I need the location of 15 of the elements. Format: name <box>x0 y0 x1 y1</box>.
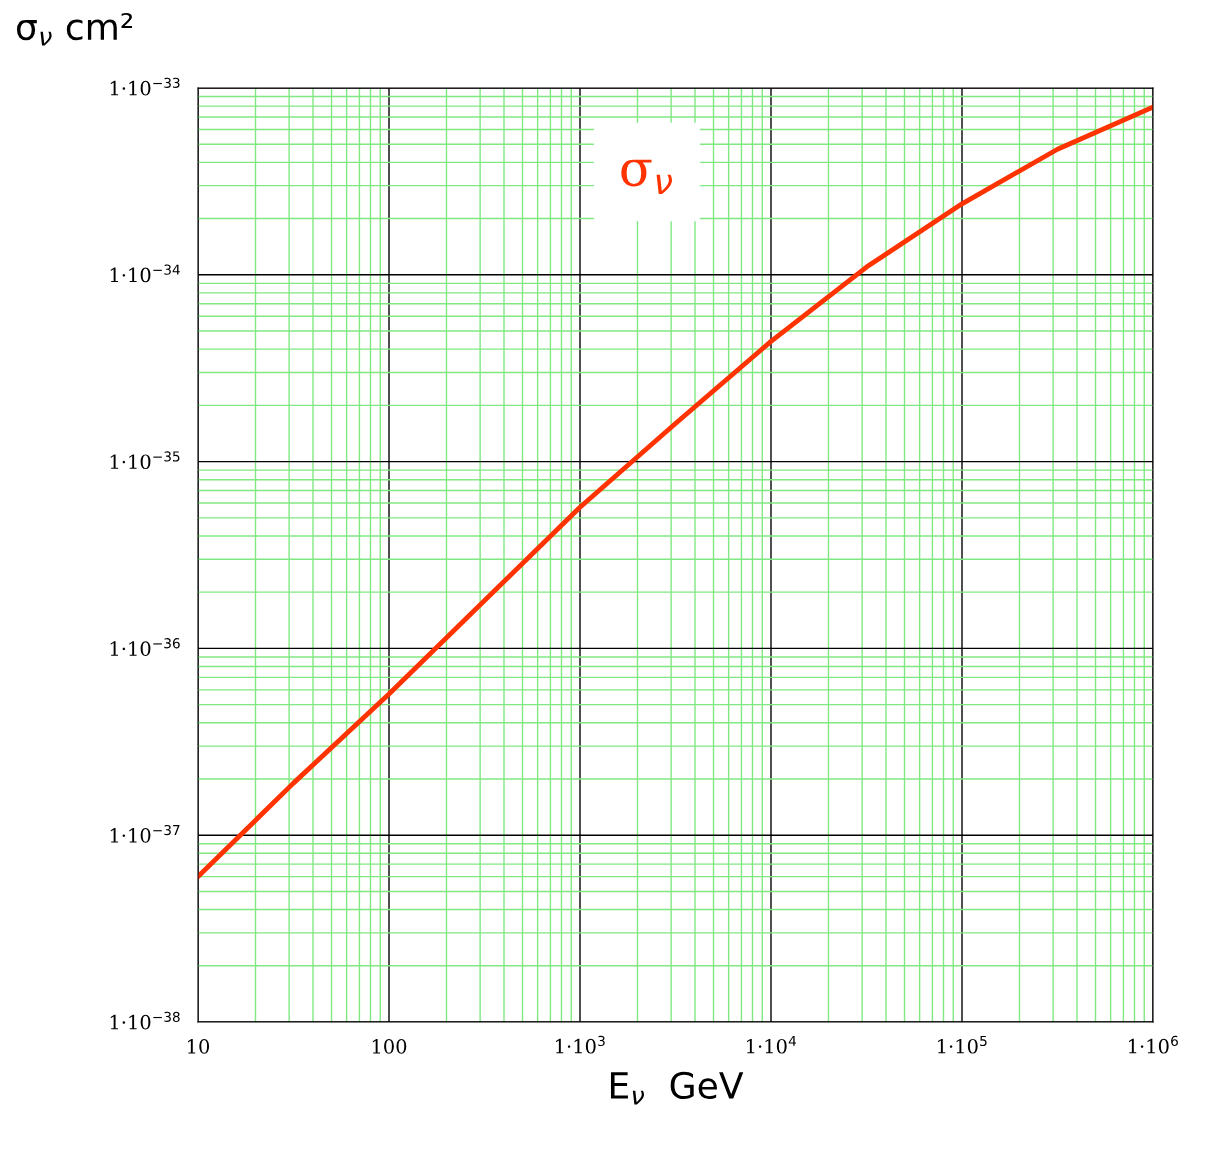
y-tick-label: 1·10$^{−37}$ <box>110 824 180 843</box>
y-axis-title: σ$_{ν}$ cm² <box>16 12 133 46</box>
y-tick-label: 1·10$^{−35}$ <box>110 451 180 470</box>
x-tick-label: 1·10$^{6}$ <box>1129 1035 1178 1054</box>
y-tick-label: 1·10$^{−36}$ <box>110 638 180 656</box>
y-tick-label: 1·10$^{−33}$ <box>110 77 180 96</box>
x-tick-label: 1·10$^{4}$ <box>747 1035 797 1054</box>
x-tick-label: 100 <box>372 1039 407 1054</box>
x-tick-label: 10 <box>188 1039 210 1054</box>
y-tick-label: 1·10$^{−38}$ <box>110 1011 180 1030</box>
text: σ$_{ν}$ <box>621 159 672 195</box>
x-axis-title: E$_{ν}$ GeV <box>610 1071 744 1105</box>
x-tick-label: 1·10$^{3}$ <box>556 1035 605 1054</box>
x-tick-label: 1·10$^{5}$ <box>938 1035 987 1054</box>
y-tick-label: 1·10$^{−34}$ <box>110 264 180 283</box>
